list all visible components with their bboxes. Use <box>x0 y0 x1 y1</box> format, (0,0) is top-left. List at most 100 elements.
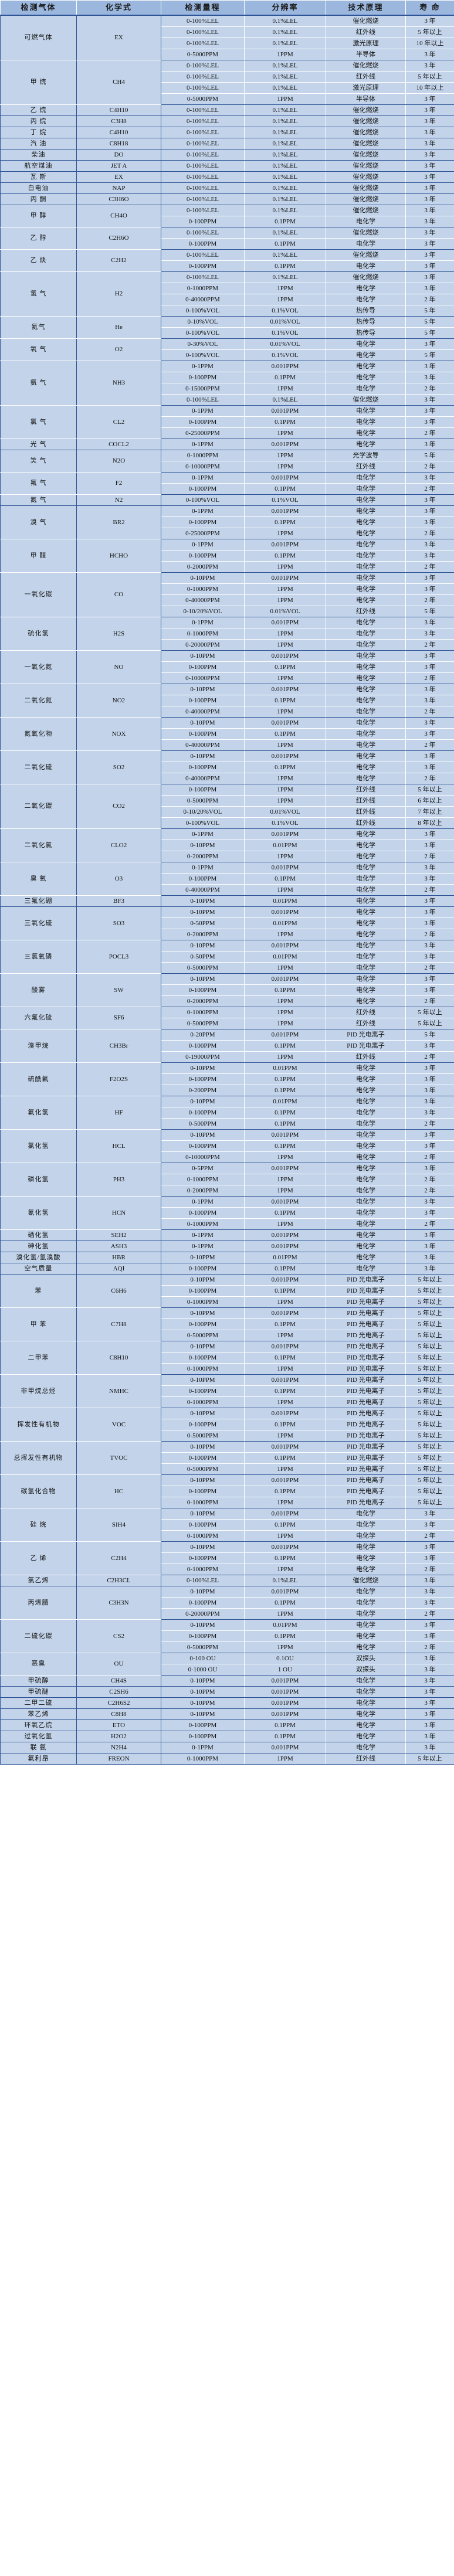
chemical-formula-cell: CH3Br <box>76 1029 161 1063</box>
technology-cell: 红外线 <box>326 461 406 473</box>
resolution-cell: 0.001PPM <box>244 750 326 762</box>
table-row: 0-5000PPM 1PPM 电化学 2 年 <box>1 1642 454 1653</box>
detection-range-cell: 0-1000PPM <box>161 1530 245 1542</box>
lifetime-cell: 2 年 <box>405 1051 454 1063</box>
technology-cell: 电化学 <box>326 1686 406 1698</box>
table-row: 六氟化硫 SF6 0-1000PPM 1PPM 红外线 5 年以上 <box>0 1007 454 1029</box>
table-row: 0-50PPM 0.01PPM 电化学 3 年 <box>1 951 454 963</box>
technology-cell: 催化燃烧 <box>326 271 406 283</box>
technology-cell: 光学波导 <box>326 450 406 461</box>
table-row: 可燃气体 EX 0-100%LEL 0.1%LEL 催化燃烧 3 年 <box>0 15 454 60</box>
table-row: 氢 气 H2 0-100%LEL 0.1%LEL 催化燃烧 3 年 <box>0 271 454 317</box>
table-row: 联 氨 N2H4 0-1PPM 0.001PPM 电化学 3 年 <box>0 1742 454 1753</box>
gas-name-cell: 硫酰氟 <box>0 1062 77 1096</box>
lifetime-cell: 3 年 <box>405 951 454 963</box>
lifetime-cell: 3 年 <box>405 1664 454 1676</box>
detection-range-cell: 0-10PPM <box>161 1586 245 1598</box>
lifetime-cell: 3 年 <box>405 361 454 372</box>
lifetime-cell: 7 年以上 <box>405 806 454 818</box>
detection-range-cell: 0-1PPM <box>161 1229 245 1241</box>
technology-cell: 催化燃烧 <box>326 205 406 216</box>
resolution-cell: 0.001PPM <box>244 1474 326 1486</box>
lifetime-cell: 5 年以上 <box>405 1285 454 1297</box>
resolution-cell: 1PPM <box>244 1530 326 1542</box>
technology-cell: 催化燃烧 <box>326 193 406 205</box>
detection-range-cell: 0-100PPM <box>161 1486 245 1497</box>
technology-cell: 电化学 <box>326 505 406 517</box>
gas-name-cell: 三氯氧磷 <box>0 940 77 974</box>
chemical-formula-cell: TVOC <box>76 1441 161 1475</box>
detection-range-cell: 0-100PPM <box>161 695 245 706</box>
technology-cell: PID 光电离子 <box>326 1296 406 1308</box>
lifetime-cell: 10 年以上 <box>405 38 454 49</box>
table-row: 航空煤油 JET A 0-100%LEL 0.1%LEL 催化燃烧 3 年 <box>0 160 454 172</box>
detection-range-cell: 0-2000PPM <box>161 995 245 1007</box>
detection-range-cell: 0-20000PPM <box>161 639 245 651</box>
detection-range-cell: 0-10%VOL <box>161 316 245 328</box>
technology-cell: 电化学 <box>326 594 406 606</box>
table-row: 甲 醇 CH4O 0-100%LEL 0.1%LEL 催化燃烧 3 年 <box>0 205 454 227</box>
detection-range-cell: 0-10PPM <box>161 906 245 918</box>
technology-cell: 电化学 <box>326 372 406 383</box>
technology-cell: 电化学 <box>326 1519 406 1531</box>
gas-name-cell: 乙 烯 <box>0 1541 77 1575</box>
technology-cell: PID 光电离子 <box>326 1419 406 1430</box>
resolution-cell: 0.1%LEL <box>244 249 326 261</box>
detection-range-cell: 0-50PPM <box>161 951 245 963</box>
resolution-cell: 0.001PPM <box>244 1196 326 1208</box>
table-row: 丙烯腈 C3H3N 0-10PPM 0.001PPM 电化学 3 年 <box>0 1586 454 1620</box>
table-row: 笑 气 N2O 0-1000PPM 1PPM 光学波导 5 年 <box>0 450 454 473</box>
detection-range-cell: 0-2000PPM <box>161 561 245 573</box>
chemical-formula-cell: C8H18 <box>76 138 161 149</box>
table-row: 0-100%LEL 0.1%LEL 激光原理 10 年以上 <box>1 82 454 94</box>
gas-name-cell: 溴 气 <box>0 505 77 539</box>
detection-range-cell: 0-5000PPM <box>161 962 245 974</box>
resolution-cell: 1PPM <box>244 1463 326 1475</box>
gas-name-cell: 环氧乙烷 <box>0 1719 77 1731</box>
chemical-formula-cell: JET A <box>76 160 161 172</box>
gas-name-cell: 氦气 <box>0 316 77 339</box>
resolution-cell: 0.1PPM <box>244 1452 326 1464</box>
technology-cell: 电化学 <box>326 1118 406 1130</box>
technology-cell: 电化学 <box>326 283 406 294</box>
table-row: 氮氧化物 NOX 0-10PPM 0.001PPM 电化学 3 年 <box>0 717 454 751</box>
detection-range-cell: 0-1000PPM <box>161 283 245 294</box>
table-row: 苯 C6H6 0-10PPM 0.001PPM PID 光电离子 5 年以上 <box>0 1274 454 1308</box>
chemical-formula-cell: ETO <box>76 1719 161 1731</box>
detection-range-cell: 0-10PPM <box>161 1508 245 1520</box>
detection-range-cell: 0-5000PPM <box>161 1463 245 1475</box>
gas-name-cell: 一氧化碳 <box>0 572 77 617</box>
detection-range-cell: 0-10PPM <box>161 1474 245 1486</box>
lifetime-cell: 5 年 <box>405 606 454 617</box>
detection-range-cell: 0-10PPM <box>161 1252 245 1263</box>
detection-range-cell: 0-100%LEL <box>161 15 245 27</box>
resolution-cell: 1PPM <box>244 1396 326 1408</box>
resolution-cell: 0.1PPM <box>244 1118 326 1130</box>
lifetime-cell: 3 年 <box>405 394 454 406</box>
lifetime-cell: 2 年 <box>405 1564 454 1575</box>
resolution-cell: 0.01PPM <box>244 840 326 851</box>
lifetime-cell: 3 年 <box>405 271 454 283</box>
resolution-cell: 0.001PPM <box>244 1307 326 1319</box>
lifetime-cell: 3 年 <box>405 1552 454 1564</box>
detection-range-cell: 0-100PPM <box>161 728 245 740</box>
chemical-formula-cell: C2H2 <box>76 249 161 272</box>
technology-cell: 电化学 <box>326 483 406 495</box>
resolution-cell: 0.1%LEL <box>244 394 326 406</box>
table-row: 汽 油 C8H18 0-100%LEL 0.1%LEL 催化燃烧 3 年 <box>0 138 454 149</box>
detection-range-cell: 0-100%LEL <box>161 171 245 183</box>
resolution-cell: 0.001PPM <box>244 439 326 450</box>
lifetime-cell: 2 年 <box>405 1151 454 1163</box>
detection-range-cell: 0-100PPM <box>161 1285 245 1297</box>
table-row: 空气质量 AQI 0-100PPM 0.1PPM 电化学 3 年 <box>0 1263 454 1275</box>
resolution-cell: 0.01PPM <box>244 895 326 907</box>
detection-range-cell: 0-10PPM <box>161 973 245 985</box>
technology-cell: 红外线 <box>326 1753 406 1765</box>
detection-range-cell: 0-10PPM <box>161 572 245 584</box>
detection-range-cell: 0-100PPM <box>161 216 245 227</box>
lifetime-cell: 2 年 <box>405 383 454 395</box>
resolution-cell: 0.1PPM <box>244 1263 326 1275</box>
technology-cell: 电化学 <box>326 1163 406 1174</box>
chemical-formula-cell: C8H8 <box>76 1708 161 1720</box>
lifetime-cell: 3 年 <box>405 439 454 450</box>
